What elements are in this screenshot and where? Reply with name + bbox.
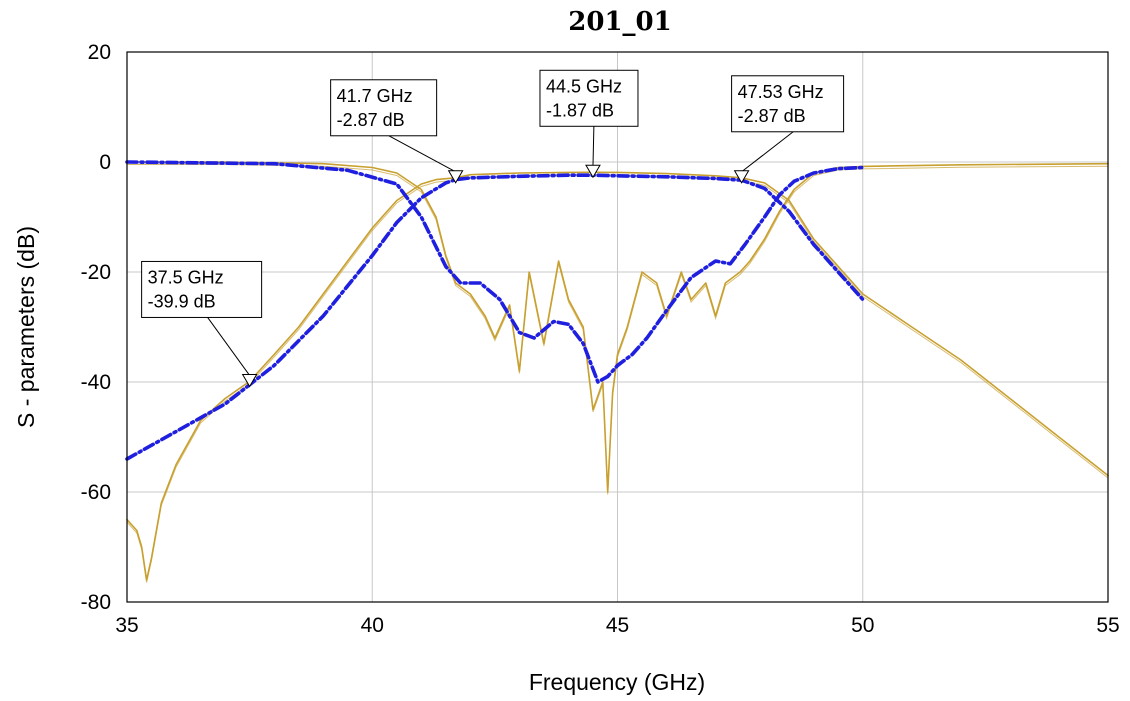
plot-frame	[126, 51, 1109, 603]
marker-callout-box	[330, 79, 438, 137]
marker-level-label: -2.87 dB	[337, 110, 405, 130]
chart-title: 201_01	[568, 7, 671, 37]
marker-triangle-icon	[585, 164, 601, 179]
marker-triangle-icon	[733, 170, 750, 184]
x-tick-label: 55	[1096, 614, 1119, 637]
y-tick-label: 0	[99, 151, 111, 174]
marker-leader-line	[388, 135, 456, 173]
marker-leader-line	[741, 131, 794, 173]
marker-frequency-label: 41.7 GHz	[337, 86, 413, 106]
marker-level-label: -2.87 dB	[738, 106, 806, 126]
grid-lines	[126, 51, 1109, 603]
y-tick-label: 20	[88, 41, 111, 64]
marker-frequency-label: 37.5 GHz	[148, 267, 224, 287]
series-simulated-S11	[125, 160, 865, 384]
y-axis-label: S - parameters (dB)	[13, 226, 39, 428]
series-simulated-S21	[125, 173, 865, 461]
y-tick-label: -40	[81, 371, 111, 394]
marker-triangle-icon	[447, 170, 464, 184]
marker-leader-line	[207, 317, 251, 376]
x-tick-label: 45	[606, 614, 629, 637]
x-tick-label: 40	[361, 614, 384, 637]
marker-3: 47.53 GHz -2.87 dB	[731, 75, 845, 184]
marker-level-label: -39.9 dB	[148, 291, 216, 311]
marker-callout-box	[731, 75, 845, 133]
x-tick-label: 50	[851, 614, 874, 637]
marker-callout-box	[539, 69, 639, 127]
marker-frequency-label: 47.53 GHz	[738, 82, 824, 102]
x-tick-labels: 35 40 45 50 55	[115, 614, 1119, 637]
y-tick-labels: 20 0 -20 -40 -60 -80	[81, 41, 111, 614]
marker-frequency-label: 44.5 GHz	[546, 76, 622, 96]
marker-2: 44.5 GHz -1.87 dB	[539, 69, 639, 179]
marker-group: 37.5 GHz -39.9 dB 41.7 GHz -2.87 dB 44.5 GHz…	[141, 69, 845, 388]
x-tick-label: 35	[115, 614, 138, 637]
series-measured-S21	[126, 171, 1109, 581]
marker-leader-line	[592, 126, 595, 167]
series-group	[125, 160, 1109, 583]
marker-1: 41.7 GHz -2.87 dB	[330, 79, 464, 184]
series-measured-S11-trace	[127, 164, 1109, 495]
marker-0: 37.5 GHz -39.9 dB	[141, 260, 263, 388]
marker-callout-box	[141, 260, 263, 318]
marker-triangle-icon	[241, 373, 258, 388]
y-tick-label: -20	[81, 261, 111, 284]
y-tick-label: -80	[81, 591, 111, 614]
x-axis-label: Frequency (GHz)	[529, 669, 705, 695]
y-tick-label: -60	[81, 481, 111, 504]
marker-level-label: -1.87 dB	[546, 100, 614, 120]
